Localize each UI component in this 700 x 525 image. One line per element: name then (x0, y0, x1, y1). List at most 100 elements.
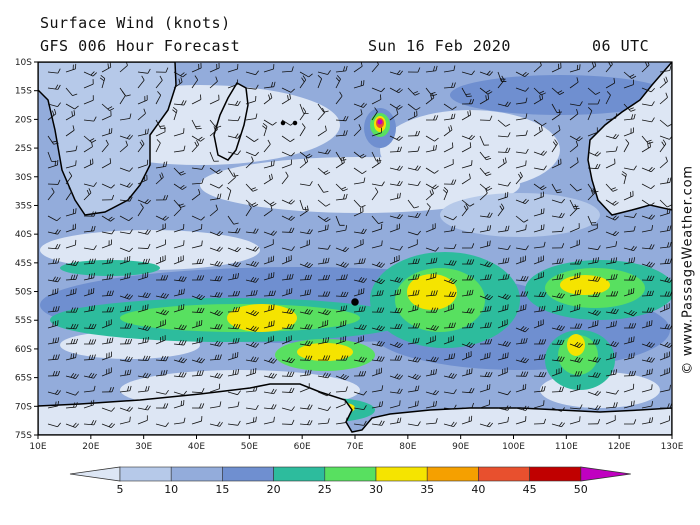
barb-flag (106, 290, 109, 296)
barb-flag (574, 371, 578, 377)
barb-flag (126, 406, 131, 411)
barb-flag (378, 221, 384, 225)
barb-flag (415, 274, 418, 280)
barb-flag (109, 158, 112, 164)
barb-flag (543, 151, 547, 156)
barb-flag (253, 386, 256, 392)
barb-flag (579, 371, 583, 377)
barb-flag (591, 62, 595, 68)
barb-staff (533, 323, 544, 329)
barb-flag (450, 353, 453, 359)
barb-flag (181, 372, 185, 378)
barb-staff (461, 135, 472, 141)
barb-flag (219, 276, 223, 282)
barb-flag (610, 258, 613, 264)
barb-flag (342, 374, 347, 380)
lon-label: 90E (452, 442, 469, 452)
barb-flag (201, 275, 205, 281)
lon-label: 100E (502, 442, 525, 452)
barb-flag (452, 279, 457, 285)
barb-staff (155, 423, 166, 428)
barb-flag (160, 355, 164, 361)
barb-flag (378, 325, 383, 331)
barb-flag (378, 278, 383, 284)
barb-flag (52, 140, 58, 143)
barb-flag (453, 404, 457, 410)
barb-staff (101, 144, 109, 153)
barb-staff (299, 387, 310, 393)
barb-staff (443, 215, 454, 221)
barb-staff (479, 183, 488, 191)
barb-staff (47, 71, 58, 74)
barb-flag (525, 371, 529, 377)
barb-flag (165, 403, 169, 409)
barb-flag (430, 258, 433, 264)
barb-flag (484, 371, 488, 377)
barb-flag (214, 340, 219, 346)
barb-flag (201, 388, 205, 393)
barb-flag (180, 358, 185, 363)
barb-flag (255, 327, 259, 332)
barb-flag (124, 339, 128, 345)
barb-flag (253, 228, 257, 234)
barb-staff (641, 229, 652, 233)
barb-flag (448, 372, 453, 378)
barb-flag (649, 244, 653, 249)
barb-staff (83, 230, 94, 233)
barb-flag (147, 336, 149, 342)
barb-flag (522, 71, 527, 76)
barb-staff (209, 405, 220, 409)
barb-staff (623, 230, 634, 233)
barb-flag (178, 289, 180, 295)
barb-staff (83, 358, 95, 361)
barb-flag (610, 341, 615, 346)
barb-staff (83, 404, 94, 409)
barb-flag (558, 293, 563, 298)
barb-flag (55, 258, 58, 264)
barb-flag (651, 307, 655, 313)
barb-flag (453, 353, 456, 359)
barb-flag (543, 339, 547, 345)
barb-flag (124, 273, 126, 279)
barb-flag (100, 75, 105, 79)
barb-staff (479, 167, 487, 176)
barb-flag (345, 375, 349, 380)
barb-flag (70, 307, 74, 313)
barb-flag (93, 272, 95, 278)
barb-flag (289, 387, 292, 393)
barb-flag (183, 325, 187, 330)
barb-flag (72, 373, 77, 379)
barb-flag (198, 188, 201, 194)
barb-flag (465, 93, 471, 95)
barb-flag (507, 257, 510, 263)
barb-flag (309, 181, 313, 186)
barb-staff (461, 199, 471, 207)
barb-flag (217, 354, 220, 360)
barb-staff (299, 199, 304, 210)
barb-flag (172, 107, 178, 111)
barb-flag (595, 91, 601, 95)
barb-staff (299, 423, 310, 426)
barb-flag (487, 212, 491, 218)
barb-flag (237, 272, 240, 279)
barb-flag (183, 390, 187, 396)
barb-flag (55, 276, 59, 282)
barb-flag (286, 323, 290, 329)
barb-flag (487, 339, 490, 345)
barb-flag (621, 173, 627, 178)
barb-flag (306, 309, 311, 314)
barb-flag (307, 340, 311, 346)
barb-flag (93, 420, 97, 426)
barb-flag (669, 241, 672, 247)
barb-flag (180, 172, 186, 176)
barb-flag (435, 368, 437, 374)
barb-flag (430, 94, 433, 100)
barb-flag (237, 420, 241, 426)
barb-flag (541, 372, 545, 377)
barb-staff (65, 150, 76, 153)
barb-flag (358, 124, 362, 130)
barb-flag (614, 216, 619, 221)
barb-flag (648, 262, 653, 267)
barb-staff (335, 390, 347, 393)
barb-flag (399, 343, 403, 348)
